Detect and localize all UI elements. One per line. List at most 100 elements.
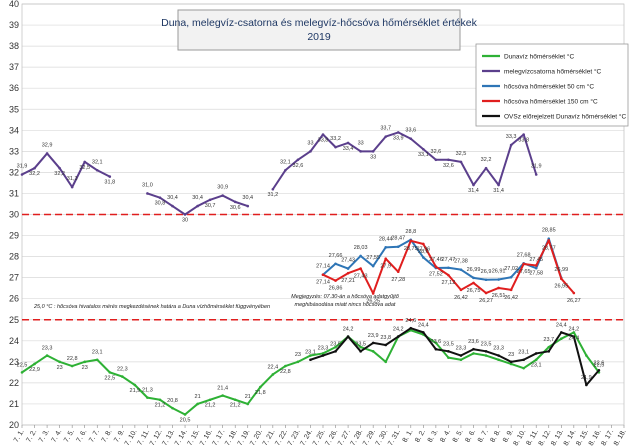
data-label: 33: [370, 154, 376, 160]
data-point: [309, 358, 312, 362]
data-label: 22,8: [280, 369, 291, 375]
data-point: [146, 396, 149, 399]
data-label: 30,4: [192, 195, 203, 201]
data-label: 31,9: [17, 164, 28, 170]
data-point: [221, 394, 224, 397]
y-axis: 20 21 22 23 24 25 26 27 28 29 30 31 32 33 34 35 36 37 38 39…: [9, 0, 19, 430]
data-label: 23,8: [380, 335, 391, 341]
data-point: [196, 204, 199, 208]
data-point: [384, 257, 388, 261]
data-point: [484, 166, 488, 170]
data-label: 27,9: [380, 264, 391, 270]
data-point: [509, 288, 513, 292]
data-label: 26,27: [567, 298, 581, 304]
data-label: 33,9: [393, 135, 404, 141]
data-point: [434, 341, 438, 345]
data-label: 32,5: [456, 151, 467, 157]
data-label: 32,1: [92, 159, 103, 165]
data-point: [334, 279, 337, 282]
limit-note: 25,0 °C : hőcsóva hivatalos mérés megkez…: [33, 304, 270, 310]
data-label: 24,4: [568, 335, 579, 341]
data-point: [422, 331, 425, 334]
data-point: [396, 245, 400, 249]
data-point: [434, 347, 438, 351]
data-point: [334, 345, 337, 349]
data-point: [384, 246, 388, 249]
data-label: 31,0: [142, 182, 153, 188]
data-label: 23,1: [531, 363, 542, 369]
data-label: 32,2: [29, 171, 40, 177]
data-point: [459, 354, 463, 357]
title-box: [177, 9, 461, 51]
data-label: 21,2: [205, 403, 216, 409]
data-point: [522, 133, 525, 136]
data-point: [196, 402, 199, 406]
data-label: 22,6: [594, 360, 605, 366]
y-tick-label: 38: [9, 41, 19, 51]
data-point: [70, 185, 74, 189]
data-point: [359, 350, 362, 353]
data-label: 23,1: [92, 350, 103, 356]
y-tick-label: 37: [9, 62, 19, 72]
data-point: [509, 362, 513, 366]
data-point: [95, 168, 99, 172]
data-point: [359, 150, 362, 153]
data-label: 30,4: [167, 195, 178, 201]
data-point: [409, 326, 413, 330]
data-label: 26,99: [467, 267, 481, 273]
data-point: [447, 158, 450, 162]
data-point: [309, 150, 312, 153]
data-point: [20, 371, 24, 374]
y-tick-label: 24: [9, 336, 19, 346]
data-point: [459, 288, 463, 292]
data-point: [208, 198, 212, 202]
data-point: [334, 262, 337, 266]
data-label: 23,3: [42, 346, 53, 352]
data-label: 24,2: [393, 327, 404, 333]
x-tick-label: 7. 7.: [88, 428, 101, 443]
data-label: 24,2: [568, 327, 579, 333]
data-series: [20, 131, 601, 416]
series-line-2: [322, 237, 563, 281]
data-point: [371, 350, 375, 353]
data-point: [171, 204, 174, 208]
data-label: 30,9: [217, 185, 228, 191]
data-label: 27,58: [529, 270, 543, 276]
data-point: [472, 183, 475, 187]
data-label: 28,44: [379, 236, 393, 242]
data-point: [422, 256, 425, 259]
y-tick-label: 39: [9, 20, 19, 30]
data-point: [83, 160, 87, 164]
y-tick-label: 27: [9, 273, 19, 283]
data-label: 24,6: [405, 318, 416, 324]
data-point: [246, 204, 250, 208]
chart-title-box: Duna, melegvíz-csatorna és melegvíz-hőcs…: [161, 9, 478, 51]
data-label: 33: [358, 140, 364, 146]
data-point: [585, 354, 588, 357]
data-label: 27,68: [517, 252, 531, 258]
x-tick-label: 7. 8.: [101, 428, 114, 443]
data-point: [534, 173, 538, 176]
data-point: [534, 358, 538, 362]
data-point: [459, 358, 463, 362]
data-label: 21,8: [255, 390, 266, 396]
data-point: [359, 345, 362, 349]
data-point: [572, 291, 576, 295]
data-point: [58, 360, 61, 364]
data-label: 31,4: [468, 188, 479, 194]
data-point: [221, 194, 224, 197]
data-point: [284, 364, 287, 368]
chart-title: Duna, melegvíz-csatorna és melegvíz-hőcs…: [161, 17, 477, 29]
data-label: 32,5: [79, 165, 90, 171]
data-label: 27,14: [316, 264, 330, 270]
x-tick-label: 8. 5.: [452, 428, 465, 443]
data-label: 27,02: [504, 266, 518, 272]
y-tick-label: 36: [9, 83, 19, 93]
data-label: 23,1: [518, 350, 529, 356]
data-point: [183, 413, 187, 416]
y-tick-label: 40: [9, 0, 19, 9]
data-point: [83, 360, 87, 364]
data-point: [171, 406, 174, 410]
y-tick-label: 23: [9, 357, 19, 367]
